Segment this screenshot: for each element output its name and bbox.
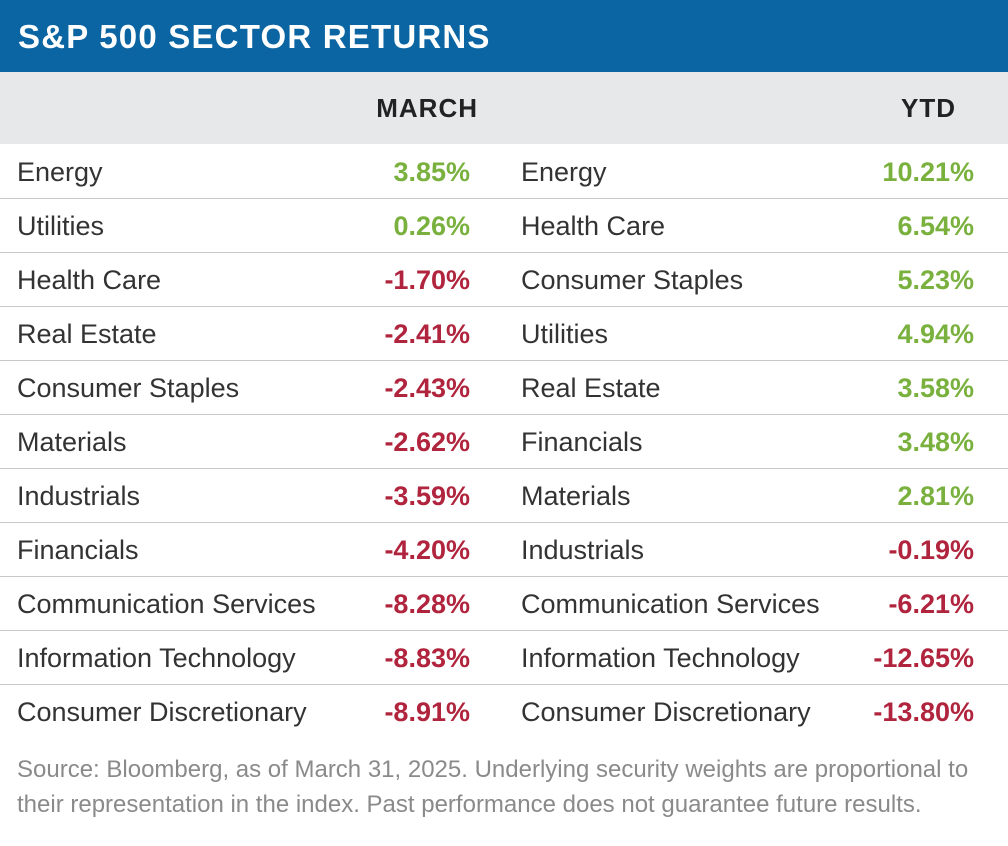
march-sector-name: Materials <box>17 427 127 457</box>
column-header-band <box>0 72 1008 144</box>
march-sector-name: Real Estate <box>17 319 157 349</box>
march-return-value: -8.83% <box>384 643 470 673</box>
ytd-sector-name: Real Estate <box>521 373 661 403</box>
ytd-sector-name: Health Care <box>521 211 666 241</box>
ytd-sector-name: Consumer Staples <box>521 265 744 295</box>
march-return-value: 0.26% <box>393 211 470 241</box>
ytd-sector-name: Materials <box>521 481 631 511</box>
march-sector-name: Industrials <box>17 481 141 511</box>
ytd-return-value: 5.23% <box>897 265 974 295</box>
march-return-value: -4.20% <box>384 535 470 565</box>
march-return-value: -8.28% <box>384 589 470 619</box>
ytd-sector-name: Utilities <box>521 319 609 349</box>
march-sector-name: Utilities <box>17 211 105 241</box>
march-sector-name: Financials <box>17 535 139 565</box>
returns-table: Energy 3.85% Energy 10.21% Utilities 0.26% Hea… <box>0 145 1008 739</box>
table-row: Industrials -3.59% Materials 2.81% <box>0 469 1008 523</box>
march-return-value: 3.85% <box>393 157 470 187</box>
ytd-sector-name: Financials <box>521 427 643 457</box>
source-footnote: Source: Bloomberg, as of March 31, 2025.… <box>17 756 969 818</box>
ytd-return-value: -13.80% <box>873 697 974 727</box>
ytd-return-value: -6.21% <box>888 589 974 619</box>
ytd-return-value: 2.81% <box>897 481 974 511</box>
march-column-header: MARCH <box>376 93 478 123</box>
ytd-sector-name: Industrials <box>521 535 645 565</box>
title-bar: S&P 500 SECTOR RETURNS <box>0 0 1008 72</box>
march-return-value: -2.43% <box>384 373 470 403</box>
table-row: Information Technology -8.83% Information … <box>0 631 1008 685</box>
march-sector-name: Consumer Staples <box>17 373 240 403</box>
ytd-return-value: 3.58% <box>897 373 974 403</box>
table-row: Consumer Discretionary -8.91% Consumer Dis… <box>0 685 1008 739</box>
march-sector-name: Consumer Discretionary <box>17 697 307 727</box>
table-row: Health Care -1.70% Consumer Staples 5.23% <box>0 253 1008 307</box>
march-return-value: -8.91% <box>384 697 470 727</box>
march-return-value: -2.41% <box>384 319 470 349</box>
table-row: Energy 3.85% Energy 10.21% <box>0 145 1008 199</box>
table-row: Materials -2.62% Financials 3.48% <box>0 415 1008 469</box>
ytd-return-value: 10.21% <box>882 157 974 187</box>
table-row: Utilities 0.26% Health Care 6.54% <box>0 199 1008 253</box>
ytd-sector-name: Energy <box>521 157 607 187</box>
ytd-return-value: -0.19% <box>888 535 974 565</box>
ytd-return-value: -12.65% <box>873 643 974 673</box>
ytd-return-value: 6.54% <box>897 211 974 241</box>
ytd-column-header: YTD <box>901 93 956 123</box>
march-sector-name: Energy <box>17 157 103 187</box>
ytd-sector-name: Communication Services <box>521 589 820 619</box>
chart-title: S&P 500 SECTOR RETURNS <box>18 18 491 55</box>
table-row: Real Estate -2.41% Utilities 4.94% <box>0 307 1008 361</box>
march-return-value: -1.70% <box>384 265 470 295</box>
march-sector-name: Communication Services <box>17 589 316 619</box>
ytd-sector-name: Consumer Discretionary <box>521 697 811 727</box>
ytd-return-value: 3.48% <box>897 427 974 457</box>
table-row: Communication Services -8.28% Communicatio… <box>0 577 1008 631</box>
ytd-return-value: 4.94% <box>897 319 974 349</box>
table-row: Financials -4.20% Industrials -0.19% <box>0 523 1008 577</box>
march-return-value: -2.62% <box>384 427 470 457</box>
ytd-sector-name: Information Technology <box>521 643 800 673</box>
table-row: Consumer Staples -2.43% Real Estate 3.58% <box>0 361 1008 415</box>
march-return-value: -3.59% <box>384 481 470 511</box>
march-sector-name: Health Care <box>17 265 162 295</box>
march-sector-name: Information Technology <box>17 643 296 673</box>
